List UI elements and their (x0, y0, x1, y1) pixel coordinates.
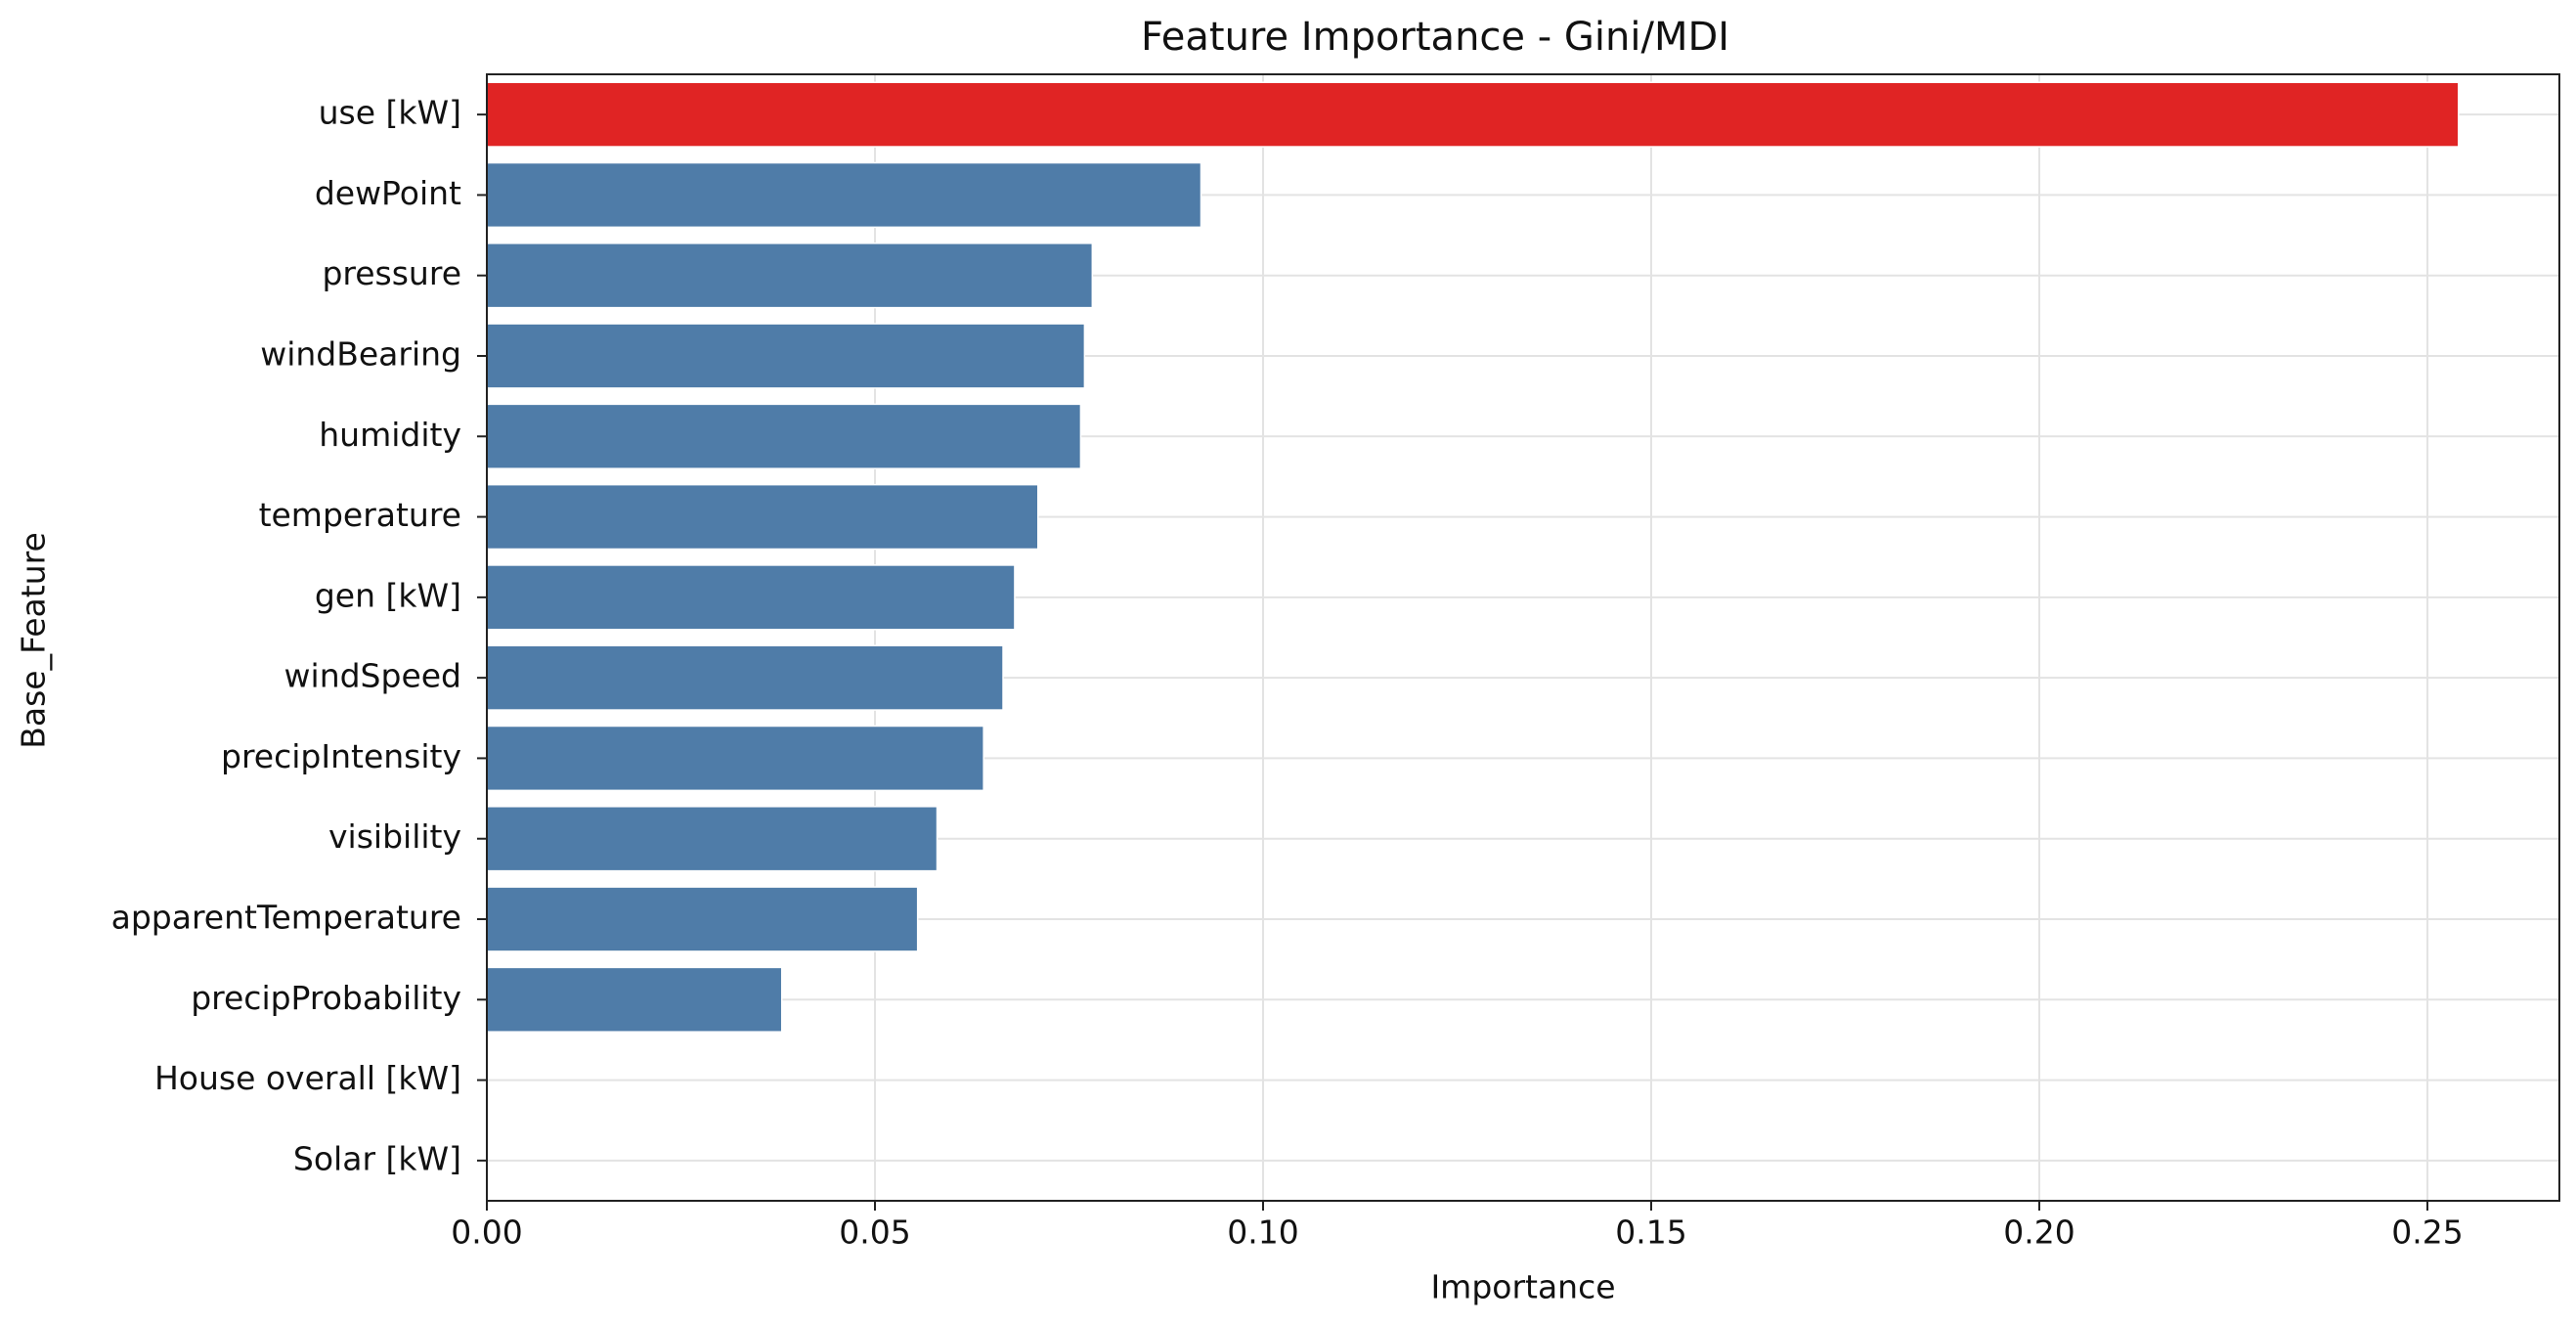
bar (486, 323, 1086, 389)
x-tick-label: 0.00 (451, 1214, 522, 1252)
y-tick-label: windSpeed (284, 657, 461, 695)
bar (486, 243, 1094, 309)
y-tick-label: gen [kW] (315, 576, 461, 614)
bar (486, 966, 783, 1033)
x-tick-label: 0.15 (1615, 1214, 1686, 1252)
bar (486, 403, 1082, 469)
y-tick-label: humidity (319, 416, 461, 454)
y-tick-label: windBearing (260, 335, 461, 374)
y-tick-label: visibility (328, 817, 461, 856)
bar (486, 806, 939, 872)
bar (486, 81, 2460, 148)
x-tick-label: 0.05 (839, 1214, 910, 1252)
bar (486, 886, 919, 952)
y-tick-label: House overall [kW] (154, 1059, 461, 1097)
bar (486, 564, 1016, 631)
y-tick-label: precipIntensity (221, 737, 461, 775)
y-tick-label: precipProbability (191, 979, 461, 1017)
y-tick-label: apparentTemperature (111, 899, 461, 937)
bar (486, 483, 1039, 551)
y-axis-label: Base_Feature (15, 532, 53, 749)
y-tick-label: Solar [kW] (293, 1139, 461, 1177)
x-axis-label: Importance (1430, 1268, 1615, 1306)
bar (486, 161, 1202, 229)
y-tick-label: use [kW] (319, 94, 461, 132)
x-tick-label: 0.25 (2391, 1214, 2463, 1252)
y-tick-label: temperature (259, 496, 461, 534)
y-tick-label: dewPoint (315, 174, 461, 212)
bar (486, 725, 984, 792)
y-tick-label: pressure (322, 254, 461, 292)
bar (486, 644, 1004, 711)
chart-title: Feature Importance - Gini/MDI (1141, 15, 1729, 60)
x-tick-label: 0.20 (2003, 1214, 2074, 1252)
plot-frame (486, 73, 2560, 1202)
x-tick-label: 0.10 (1227, 1214, 1298, 1252)
